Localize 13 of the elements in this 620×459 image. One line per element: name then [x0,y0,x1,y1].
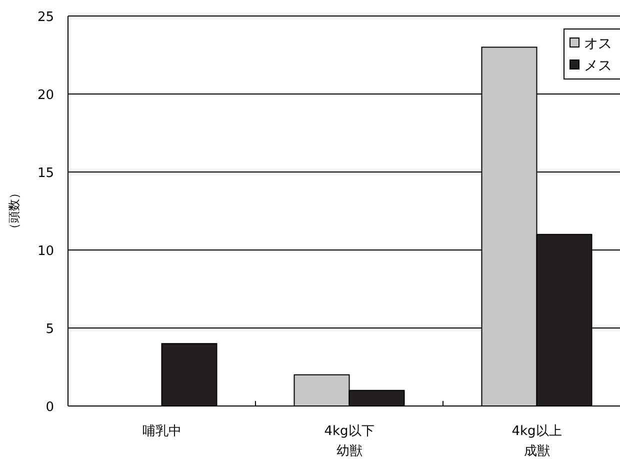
y-axis-title: （頭数） [7,187,21,235]
x-tick-label: 4kg以上成獣 [510,423,563,459]
x-tick-label: 4kg以下幼獣 [323,423,376,459]
bar [161,343,218,406]
y-tick-label: 10 [37,244,54,259]
legend-label: オス [584,36,612,52]
y-tick-label: 0 [46,400,54,415]
y-tick-label: 15 [37,166,54,181]
legend-label: メス [584,58,612,74]
y-tick-label: 25 [37,10,54,25]
x-tick-label: 哺乳中 [141,423,182,441]
y-tick-label: 20 [37,88,54,103]
y-tick-label: 5 [46,322,54,337]
